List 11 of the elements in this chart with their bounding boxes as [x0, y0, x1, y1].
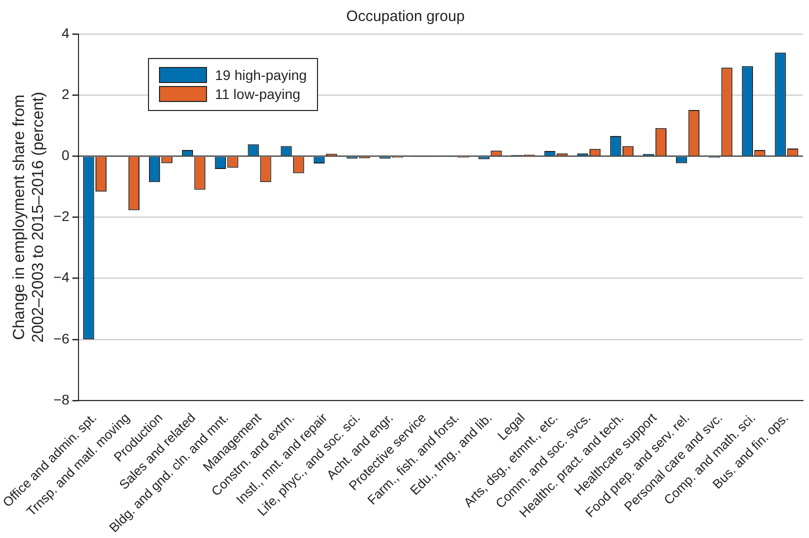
- y-tick-label: 4: [62, 24, 70, 41]
- y-tick-label: −4: [53, 269, 70, 286]
- y-tick-label: −8: [53, 391, 70, 408]
- y-axis-title: Change in employment share from 2002–2003 to 2015–2016 (percent): [11, 92, 48, 343]
- y-tick-label: −2: [53, 208, 70, 224]
- legend-label: 11 low-paying: [215, 86, 300, 102]
- y-tick-label: 2: [62, 86, 70, 102]
- y-tick-label: −6: [53, 330, 70, 346]
- legend-label: 19 high-paying: [215, 67, 307, 83]
- y-tick-label: 0: [62, 147, 70, 164]
- chart-title: Occupation group: [346, 8, 465, 26]
